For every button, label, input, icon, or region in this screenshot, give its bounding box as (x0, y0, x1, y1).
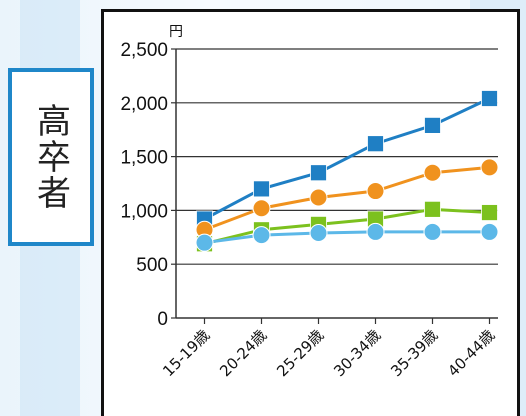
category-label: 高卒者 (30, 103, 71, 211)
data-point-square (310, 164, 327, 182)
x-tick-label: 40-44歳 (444, 326, 498, 380)
x-tick-label: 20-24歳 (216, 326, 270, 380)
y-tick-label: 500 (136, 255, 168, 276)
data-point-circle (195, 233, 214, 252)
chart-frame (101, 9, 520, 416)
x-tick-label: 15-19歳 (159, 326, 213, 380)
y-tick-label: 1,000 (120, 201, 168, 222)
data-point-square (481, 90, 498, 107)
series-line (204, 207, 490, 246)
data-point-circle (423, 163, 442, 182)
y-tick-label: 0 (157, 309, 168, 330)
data-point-circle (252, 226, 271, 245)
series-line (204, 230, 490, 245)
y-tick-label: 2,000 (120, 94, 168, 115)
series-line (203, 97, 491, 221)
data-point-square (424, 116, 441, 134)
data-point-square (481, 204, 498, 221)
data-point-circle (480, 158, 499, 177)
data-point-circle (366, 222, 385, 241)
data-point-square (253, 180, 270, 198)
y-tick-label: 2,500 (120, 40, 168, 61)
category-label-box: 高卒者 (8, 68, 94, 246)
data-point-square (424, 200, 441, 218)
data-point-square (367, 135, 384, 153)
x-tick-label: 25-29歳 (273, 326, 327, 380)
data-point-circle (480, 222, 499, 241)
x-tick-label: 30-34歳 (330, 326, 384, 380)
data-point-circle (366, 182, 385, 201)
data-point-circle (309, 188, 328, 207)
series-line (203, 165, 490, 232)
data-point-circle (252, 199, 271, 218)
data-point-circle (423, 222, 442, 241)
y-axis-unit-label: 円 (169, 24, 183, 40)
y-tick-label: 1,500 (120, 148, 168, 169)
data-point-circle (309, 223, 328, 242)
x-tick-label: 35-39歳 (387, 326, 441, 380)
